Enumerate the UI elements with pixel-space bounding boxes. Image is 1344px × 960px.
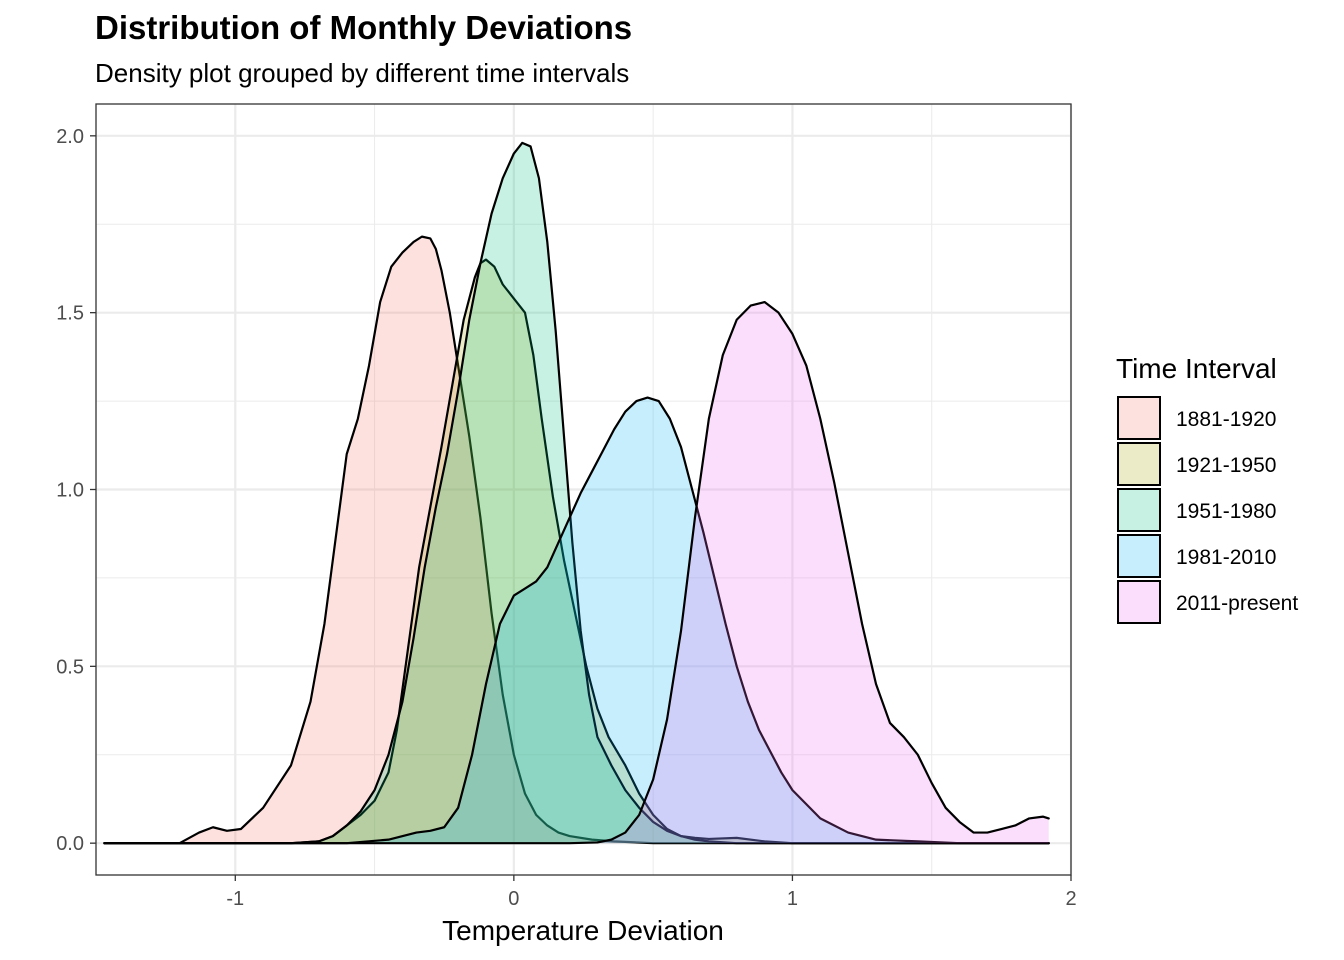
legend-swatch — [1117, 396, 1161, 440]
y-tick-label: 0.5 — [56, 656, 84, 678]
density-line — [103, 235, 1050, 845]
density-series — [103, 141, 1050, 845]
legend-label: 2011-present — [1176, 592, 1298, 615]
density-line — [103, 396, 1050, 845]
plot-panel — [95, 103, 1073, 876]
x-tick-label: -1 — [226, 888, 244, 910]
density-area — [104, 397, 1049, 844]
x-tick-label: 1 — [787, 888, 798, 910]
legend-items: 1881-1920 1921-1950 1951-1980 1981-2010 2011… — [1117, 396, 1298, 624]
y-axis: 0.0 0.5 1.0 1.5 2.0 — [56, 126, 96, 855]
series-1951-1980 — [103, 141, 1050, 845]
series-1921-1950 — [103, 258, 1050, 845]
density-line — [103, 300, 1050, 845]
series-2011-present — [103, 300, 1050, 845]
x-tick-label: 2 — [1065, 888, 1076, 910]
y-tick-label: 2.0 — [56, 126, 84, 148]
legend-label: 1981-2010 — [1176, 546, 1276, 569]
chart-title: Distribution of Monthly Deviations — [95, 9, 632, 46]
legend-item-1881-1920: 1881-1920 — [1117, 396, 1276, 440]
legend-item-1921-1950: 1921-1950 — [1117, 442, 1276, 486]
legend-swatch — [1117, 534, 1161, 578]
x-axis: -1 0 1 2 — [226, 875, 1077, 910]
x-tick-label: 0 — [508, 888, 519, 910]
density-area — [104, 236, 1049, 844]
legend-swatch — [1117, 580, 1161, 624]
chart-subtitle: Density plot grouped by different time i… — [95, 58, 629, 88]
legend-swatch — [1117, 442, 1161, 486]
legend-title: Time Interval — [1116, 353, 1277, 384]
legend-item-1951-1980: 1951-1980 — [1117, 488, 1276, 532]
legend-label: 1951-1980 — [1176, 500, 1276, 523]
density-area — [104, 259, 1049, 844]
legend-label: 1881-1920 — [1176, 408, 1276, 431]
density-area — [104, 302, 1049, 844]
density-line — [103, 258, 1050, 845]
x-axis-title: Temperature Deviation — [442, 915, 724, 946]
series-1981-2010 — [103, 396, 1050, 845]
legend-swatch — [1117, 488, 1161, 532]
y-tick-label: 1.5 — [56, 303, 84, 325]
legend-item-2011-present: 2011-present — [1117, 580, 1298, 624]
legend-label: 1921-1950 — [1176, 454, 1276, 477]
y-tick-label: 0.0 — [56, 833, 84, 855]
y-tick-label: 1.0 — [56, 480, 84, 502]
density-area — [104, 142, 1049, 844]
density-line — [103, 141, 1050, 845]
legend: Time Interval 1881-1920 1921-1950 1951-198… — [1116, 353, 1298, 624]
legend-item-1981-2010: 1981-2010 — [1117, 534, 1276, 578]
series-1881-1920 — [103, 235, 1050, 845]
